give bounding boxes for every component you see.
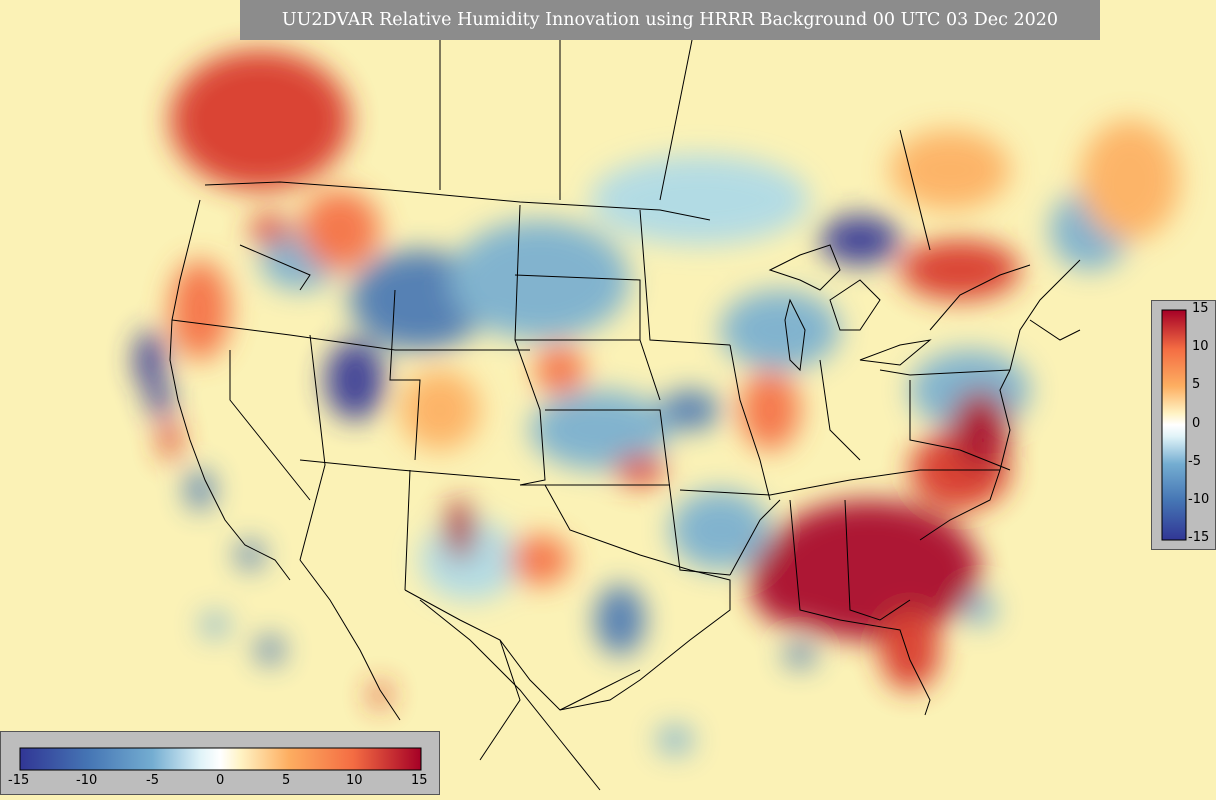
bottom-colorbar-tick: 15 — [411, 773, 428, 788]
right-colorbar-tick: 0 — [1192, 416, 1201, 431]
right-colorbar-tick: 10 — [1192, 339, 1209, 354]
bottom-colorbar-tick: -15 — [8, 773, 30, 788]
map-title: UU2DVAR Relative Humidity Innovation usi… — [240, 0, 1100, 40]
bottom-colorbar-tick: -5 — [146, 773, 159, 788]
bottom-colorbar-tick: 0 — [216, 773, 225, 788]
state-borders — [169, 0, 1081, 791]
right-colorbar-tick: 5 — [1192, 377, 1201, 392]
bottom-colorbar-tick: -10 — [76, 773, 98, 788]
bottom-colorbar-tick: 10 — [346, 773, 363, 788]
bottom-colorbar-tick: 5 — [282, 773, 291, 788]
right-colorbar-tick: -5 — [1188, 454, 1201, 469]
right-colorbar-panel — [1151, 300, 1216, 550]
right-colorbar-tick: 15 — [1192, 301, 1209, 316]
right-colorbar-tick: -15 — [1188, 530, 1210, 545]
right-colorbar-tick: -10 — [1188, 492, 1210, 507]
